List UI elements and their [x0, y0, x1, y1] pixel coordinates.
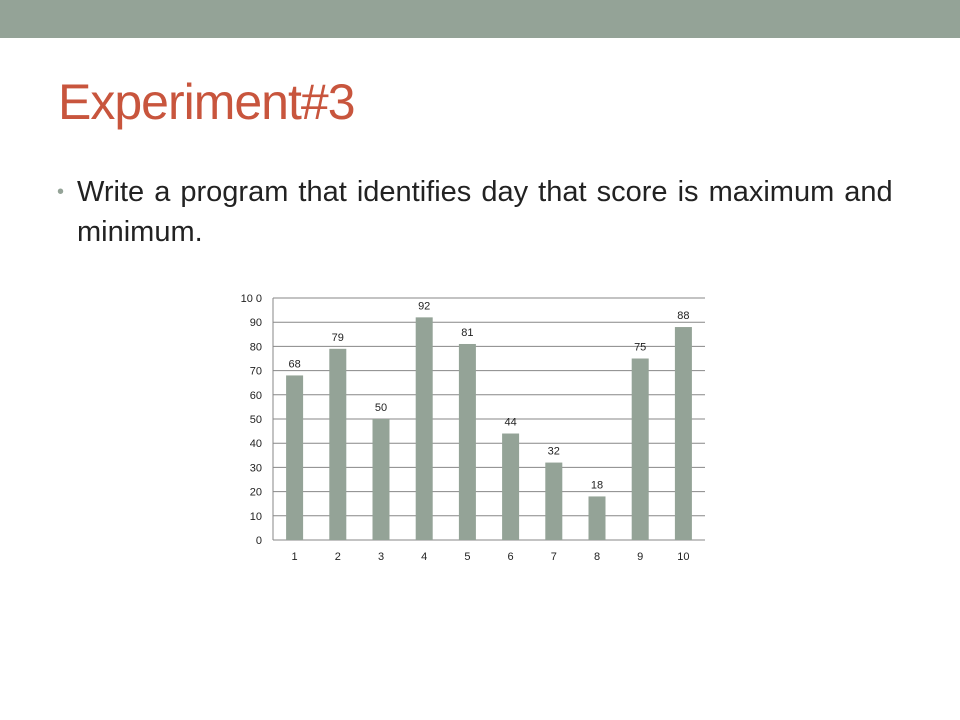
data-label: 79	[332, 332, 344, 344]
bar	[415, 317, 433, 540]
x-tick-label: 4	[421, 551, 427, 563]
y-axis-ticks: 0 10 20 30 40 50 60 70 80 90 10 0	[241, 293, 262, 547]
bars	[286, 317, 692, 540]
bar	[286, 375, 304, 540]
bar	[631, 358, 649, 540]
bullet-list: • Write a program that identifies day th…	[55, 172, 915, 252]
data-label: 32	[548, 446, 560, 458]
y-tick-label: 80	[250, 341, 262, 353]
x-tick-label: 9	[637, 551, 643, 563]
data-label: 88	[677, 310, 689, 322]
data-labels: 68 79 50 92 81 44 32 18 75 88	[288, 300, 689, 491]
y-tick-label: 0	[256, 535, 262, 547]
bullet-text: Write a program that identifies day that…	[77, 176, 893, 248]
bar	[458, 343, 476, 540]
data-label: 75	[634, 342, 646, 354]
bar-chart: 0 10 20 30 40 50 60 70 80 90 10 0 68 79 50 92 81 44 32 18…	[230, 285, 710, 575]
bar	[502, 433, 520, 540]
x-tick-label: 1	[292, 551, 298, 563]
data-label: 68	[288, 358, 300, 370]
y-tick-label: 10 0	[241, 293, 262, 305]
x-tick-label: 7	[551, 551, 557, 563]
bullet-item: • Write a program that identifies day th…	[55, 172, 915, 252]
y-tick-label: 90	[250, 317, 262, 329]
bullet-dot-icon: •	[57, 181, 65, 203]
y-tick-label: 70	[250, 366, 262, 378]
y-tick-label: 20	[250, 487, 262, 499]
bar	[372, 419, 390, 540]
x-tick-label: 2	[335, 551, 341, 563]
bar	[545, 462, 563, 540]
data-label: 18	[591, 479, 603, 491]
data-label: 44	[504, 417, 516, 429]
data-label: 81	[461, 327, 473, 339]
x-tick-label: 6	[508, 551, 514, 563]
data-label: 50	[375, 402, 387, 414]
top-accent-bar	[0, 0, 960, 38]
x-tick-label: 3	[378, 551, 384, 563]
y-tick-label: 50	[250, 414, 262, 426]
slide-title: Experiment#3	[58, 74, 355, 130]
y-tick-label: 40	[250, 438, 262, 450]
bar	[674, 327, 692, 540]
bar	[588, 496, 606, 540]
y-tick-label: 10	[250, 511, 262, 523]
x-tick-label: 10	[677, 551, 689, 563]
data-label: 92	[418, 300, 430, 312]
y-tick-label: 60	[250, 390, 262, 402]
bar	[329, 348, 347, 540]
x-tick-label: 8	[594, 551, 600, 563]
y-tick-label: 30	[250, 462, 262, 474]
x-axis-ticks: 1 2 3 4 5 6 7 8 9 10	[292, 551, 690, 563]
x-tick-label: 5	[464, 551, 470, 563]
